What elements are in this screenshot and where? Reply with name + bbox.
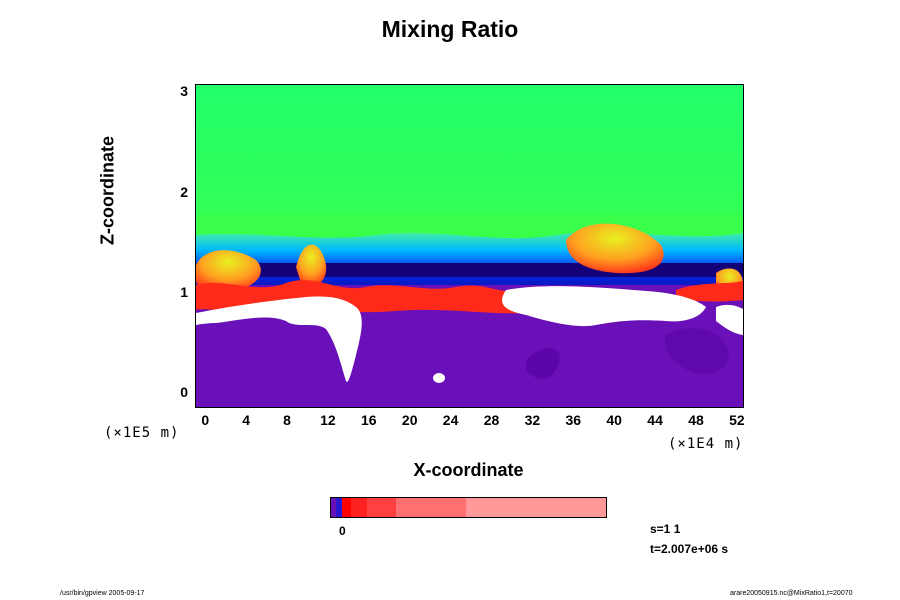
x-scale-label: (×1E4 m) [668, 436, 744, 452]
x-tick-label: 4 [242, 412, 250, 428]
x-tick-label: 16 [361, 412, 377, 428]
colorbar-segment [367, 498, 396, 517]
x-tick-label: 40 [606, 412, 622, 428]
x-tick-label: 8 [283, 412, 291, 428]
white-region [433, 373, 445, 383]
dark-streak [665, 328, 729, 374]
warm-blob [566, 223, 664, 274]
x-tick-label: 52 [729, 412, 745, 428]
x-tick-label: 28 [483, 412, 500, 428]
dark-streak [526, 347, 560, 380]
y-scale-label: (×1E5 m) [104, 425, 180, 441]
navy-band [196, 263, 743, 277]
chart-title: Mixing Ratio [381, 16, 519, 42]
plot-area [195, 84, 744, 408]
x-tick-label: 32 [524, 412, 541, 428]
colorbar-segment [465, 498, 606, 517]
x-axis-label: X-coordinate [413, 460, 524, 480]
colorbar-segment [331, 498, 337, 517]
x-tick-label: 44 [647, 412, 663, 428]
colorbar [330, 497, 607, 518]
colorbar-segment [336, 498, 342, 517]
red-layer [676, 281, 743, 302]
warm-blob [296, 244, 327, 286]
white-region [716, 304, 743, 335]
white-region [502, 286, 706, 327]
y-axis-label: Z-coordinate [97, 135, 118, 245]
white-region [196, 296, 362, 382]
step-label: s=1 1 [650, 522, 681, 536]
mixing-ratio-field [196, 85, 743, 407]
colorbar-segment [351, 498, 368, 517]
colorbar-segment [341, 498, 352, 517]
y-tick-label: 1 [180, 284, 188, 300]
warm-blob [196, 250, 261, 292]
x-tick-label: 12 [320, 412, 336, 428]
y-tick-label: 0 [180, 384, 188, 400]
footer-command: /usr/bin/gpview 2005-09-17 [60, 590, 145, 597]
x-tick-label: 0 [201, 412, 210, 428]
colorbar-tick-label: 0 [339, 524, 346, 538]
time-label: t=2.007e+06 s [650, 542, 729, 556]
y-tick-label: 2 [180, 184, 188, 200]
x-tick-label: 48 [688, 412, 704, 428]
x-tick-label: 36 [565, 412, 582, 428]
x-tick-label: 24 [442, 412, 459, 428]
footer-source: arare20050915.nc@MixRatio1,t=20070 [730, 590, 853, 597]
y-tick-label: 3 [180, 83, 188, 99]
x-tick-label: 20 [401, 412, 418, 428]
colorbar-segment [395, 498, 466, 517]
